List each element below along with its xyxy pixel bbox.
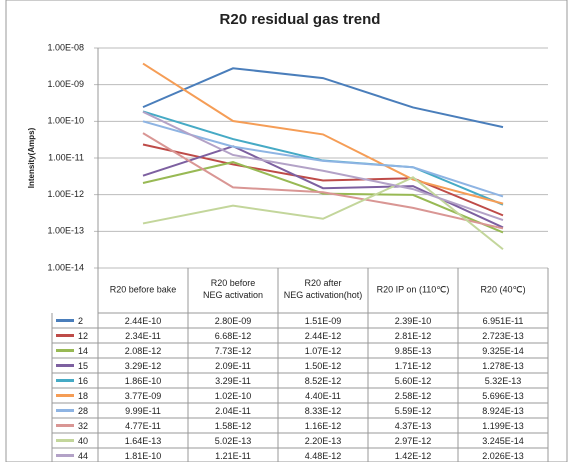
table-cell: 4.40E-11 bbox=[305, 391, 341, 401]
table-cell: 9.325E-14 bbox=[482, 346, 524, 356]
table-cell: 2.08E-12 bbox=[125, 346, 162, 356]
table-cell: 7.73E-12 bbox=[215, 346, 252, 356]
legend-label: 40 bbox=[78, 436, 88, 446]
legend-label: 14 bbox=[78, 346, 88, 356]
legend-label: 32 bbox=[78, 421, 88, 431]
table-cell: 5.60E-12 bbox=[395, 376, 432, 386]
table-cell: 3.77E-09 bbox=[125, 391, 162, 401]
x-tick-label: R20 before bake bbox=[110, 284, 177, 294]
table-cell: 1.199E-13 bbox=[482, 421, 524, 431]
series-line bbox=[142, 120, 504, 198]
table-cell: 4.48E-12 bbox=[305, 451, 342, 461]
table-cell: 2.80E-09 bbox=[215, 316, 252, 326]
y-tick-label: 1.00E-08 bbox=[47, 42, 84, 52]
series-line bbox=[142, 110, 504, 222]
legend-label: 12 bbox=[78, 331, 88, 341]
y-tick-label: 1.00E-14 bbox=[47, 262, 84, 272]
table-cell: 2.026E-13 bbox=[482, 451, 524, 461]
table-cell: 3.29E-12 bbox=[125, 361, 162, 371]
table-cell: 9.99E-11 bbox=[125, 406, 161, 416]
series-line bbox=[142, 132, 504, 230]
legend-label: 28 bbox=[78, 406, 88, 416]
y-tick-label: 1.00E-11 bbox=[48, 152, 84, 162]
table-cell: 8.33E-12 bbox=[305, 406, 342, 416]
table-cell: 1.50E-12 bbox=[305, 361, 342, 371]
table-cell: 1.21E-11 bbox=[215, 451, 251, 461]
table-cell: 2.20E-13 bbox=[305, 436, 342, 446]
table-cell: 1.02E-10 bbox=[215, 391, 252, 401]
table-cell: 2.97E-12 bbox=[395, 436, 432, 446]
table-cell: 1.71E-12 bbox=[395, 361, 432, 371]
table-cell: 4.37E-13 bbox=[395, 421, 432, 431]
table-cell: 2.04E-11 bbox=[215, 406, 251, 416]
table-cell: 1.07E-12 bbox=[305, 346, 342, 356]
x-tick-label: R20 (40℃) bbox=[480, 284, 525, 294]
table-cell: 5.32E-13 bbox=[485, 376, 522, 386]
x-tick-label: R20 before NEG activation bbox=[203, 278, 263, 300]
table-cell: 2.44E-10 bbox=[125, 316, 162, 326]
chart-title: R20 residual gas trend bbox=[220, 11, 381, 28]
y-axis-label: Intensity(Amps) bbox=[27, 127, 36, 188]
table-cell: 9.85E-13 bbox=[395, 346, 432, 356]
table-cell: 2.81E-12 bbox=[395, 331, 432, 341]
table-cell: 2.09E-11 bbox=[215, 361, 251, 371]
table-cell: 2.44E-12 bbox=[305, 331, 342, 341]
table-cell: 2.34E-11 bbox=[125, 331, 161, 341]
table-cell: 1.81E-10 bbox=[125, 451, 162, 461]
legend-label: 15 bbox=[78, 361, 88, 371]
table-cell: 1.278E-13 bbox=[482, 361, 524, 371]
x-tick-label: R20 after NEG activation(hot) bbox=[284, 278, 363, 300]
y-tick-label: 1.00E-10 bbox=[47, 116, 84, 126]
legend-label: 16 bbox=[78, 376, 88, 386]
table-cell: 5.59E-12 bbox=[395, 406, 432, 416]
legend-label: 18 bbox=[78, 391, 88, 401]
table-cell: 6.951E-11 bbox=[483, 316, 524, 326]
y-tick-label: 1.00E-09 bbox=[47, 79, 84, 89]
table-cell: 2.58E-12 bbox=[395, 391, 432, 401]
table-cell: 1.42E-12 bbox=[395, 451, 432, 461]
table-cell: 1.86E-10 bbox=[125, 376, 162, 386]
table-cell: 8.924E-13 bbox=[482, 406, 524, 416]
table-cell: 2.39E-10 bbox=[395, 316, 432, 326]
table-cell: 3.29E-11 bbox=[215, 376, 251, 386]
series-line bbox=[142, 143, 504, 217]
table-cell: 5.696E-13 bbox=[482, 391, 524, 401]
table-cell: 6.68E-12 bbox=[215, 331, 252, 341]
table-cell: 3.245E-14 bbox=[482, 436, 524, 446]
table-cell: 1.16E-12 bbox=[305, 421, 342, 431]
legend-label: 44 bbox=[78, 451, 88, 461]
table-cell: 8.52E-12 bbox=[305, 376, 342, 386]
table-cell: 1.51E-09 bbox=[305, 316, 342, 326]
table-cell: 4.77E-11 bbox=[125, 421, 161, 431]
table-cell: 1.64E-13 bbox=[125, 436, 162, 446]
legend-label: 2 bbox=[78, 316, 83, 326]
series-line bbox=[142, 67, 504, 129]
table-cell: 1.58E-12 bbox=[215, 421, 252, 431]
table-cell: 2.723E-13 bbox=[482, 331, 524, 341]
series-line bbox=[142, 62, 504, 205]
x-tick-label: R20 IP on (110℃) bbox=[377, 284, 450, 294]
y-tick-label: 1.00E-12 bbox=[47, 189, 84, 199]
y-tick-label: 1.00E-13 bbox=[47, 226, 84, 236]
table-cell: 5.02E-13 bbox=[215, 436, 252, 446]
series-line bbox=[142, 176, 504, 251]
